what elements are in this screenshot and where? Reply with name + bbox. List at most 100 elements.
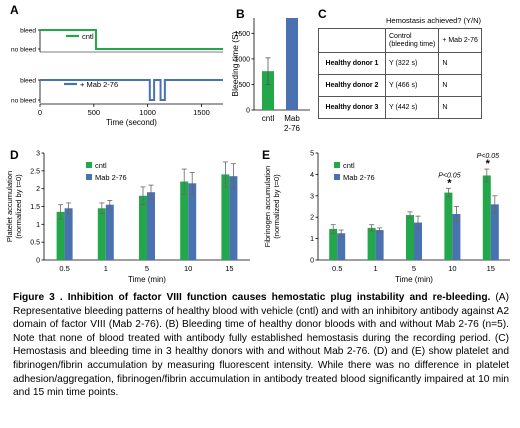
y-tick-label: 1.5: [30, 204, 40, 211]
legend-swatch: [334, 174, 340, 180]
x-tick-label: 500: [88, 108, 101, 117]
trace-line-cntl: [40, 29, 223, 50]
panel-letter-b: B: [236, 7, 245, 21]
panel-e-fibrinogen-chart: 0 1 2 3 4 5 Fibrinogen accumulation (normalized…: [263, 151, 510, 284]
table-cell-control: Y (442 s): [384, 96, 440, 119]
bar-mab: [337, 233, 346, 260]
legend-label: + Mab 2-76: [80, 80, 118, 89]
hemostasis-table-title: Hemostasis achieved? (Y/N): [386, 16, 482, 25]
y-tick-label: 500: [238, 82, 250, 89]
bar-cntl: [262, 71, 274, 110]
table-header-mab: + Mab 2-76: [438, 28, 482, 53]
level-label-bleed: bleed: [20, 28, 36, 35]
x-tick-label: 0: [38, 108, 42, 117]
bar-mab: [375, 230, 384, 260]
level-label-bleed: bleed: [20, 78, 36, 85]
bar-mab: [452, 213, 461, 260]
y-tick-label: 2: [36, 186, 40, 193]
panel-letter-c: C: [318, 7, 327, 21]
y-tick-label: 0: [246, 108, 250, 115]
y-axis-label: (normalized by t=0): [272, 174, 281, 239]
level-label-no-bleed: no bleed: [11, 47, 36, 54]
bar-cntl: [482, 175, 491, 260]
category-label: 2-76: [284, 124, 301, 133]
table-row: Healthy donor 2 Y (466 s) N: [318, 74, 482, 97]
table-cell-mab: N: [438, 74, 482, 97]
legend-swatch: [86, 174, 92, 180]
table-header-empty: [318, 28, 386, 53]
x-tick-label: 0.5: [332, 264, 342, 273]
bar-cntl: [367, 227, 376, 260]
panel-letter-a: A: [10, 3, 19, 17]
bar-cntl: [180, 181, 189, 260]
p-value-label: P<0.05: [477, 153, 499, 160]
y-tick-label: 2: [310, 215, 314, 222]
y-axis-label: (normalized by t=0): [14, 174, 23, 239]
table-header-row: Control (bleeding time) + Mab 2-76: [318, 28, 482, 53]
bar-mab: [188, 183, 197, 260]
y-tick-label: 1: [36, 222, 40, 229]
y-tick-label: 1000: [234, 56, 250, 63]
y-tick-label: 1: [310, 236, 314, 243]
bar-cntl: [139, 195, 147, 260]
legend-label: cntl: [95, 161, 107, 170]
y-axis-label: Fibrinogen accumulation: [263, 166, 272, 248]
legend-label: cntl: [343, 161, 355, 170]
y-tick-label: 2.5: [30, 168, 40, 175]
significance-star: *: [486, 158, 491, 170]
significance-star: *: [447, 177, 452, 189]
bar-mab: [64, 208, 73, 260]
y-tick-label: 1500: [234, 31, 250, 38]
level-label-no-bleed: no bleed: [11, 98, 36, 105]
table-row: Healthy donor 1 Y (322 s) N: [318, 52, 482, 75]
table-cell-donor: Healthy donor 1: [318, 52, 386, 75]
bar-mab: [414, 222, 422, 260]
panel-a-bleeding-traces: bleed no bleed cntl bleed no bleed + Mab 2-76…: [11, 28, 223, 127]
legend-label: Mab 2-76: [95, 173, 127, 182]
bar-mab: [286, 18, 298, 110]
bar-cntl: [329, 228, 338, 260]
x-tick-label: 5: [412, 264, 416, 273]
table-row: Healthy donor 3 Y (442 s) N: [318, 96, 482, 119]
y-axis-label: Bleeding time (S): [230, 31, 240, 96]
figure-caption: Figure 3 . Inhibition of factor VIII fun…: [13, 291, 509, 400]
bar-cntl: [56, 211, 65, 260]
y-tick-label: 3: [36, 151, 40, 158]
trace-line-mab: [40, 79, 223, 101]
category-label: Mab: [284, 114, 300, 123]
x-tick-label: 15: [487, 264, 495, 273]
p-value-label: P<0.05: [438, 172, 460, 179]
bar-mab: [147, 192, 155, 260]
x-tick-label: 5: [145, 264, 149, 273]
x-tick-label: 10: [448, 264, 456, 273]
panel-letter-d: D: [10, 148, 19, 162]
table-header-control-line2: (bleeding time): [389, 40, 436, 48]
category-label: cntl: [262, 114, 275, 123]
bar-mab: [490, 204, 499, 260]
legend-swatch: [334, 162, 340, 168]
table-cell-donor: Healthy donor 2: [318, 74, 386, 97]
panel-d-platelet-chart: 0 0.5 1 1.5 2 2.5 3 Platelet accumulation (norma…: [5, 151, 250, 284]
x-tick-label: 1000: [139, 108, 156, 117]
y-tick-label: 5: [310, 151, 314, 158]
bar-cntl: [406, 215, 414, 260]
y-tick-label: 3: [310, 193, 314, 200]
x-tick-label: 0.5: [59, 264, 69, 273]
x-axis-label: Time (min): [395, 275, 433, 284]
x-axis-label: Time (second): [106, 118, 157, 127]
legend-label: cntl: [82, 32, 94, 41]
x-tick-label: 1: [104, 264, 108, 273]
bar-mab: [105, 204, 114, 260]
caption-heading: Figure 3 . Inhibition of factor VIII fun…: [13, 292, 491, 303]
x-tick-label: 1500: [193, 108, 210, 117]
bar-cntl: [444, 192, 453, 260]
table-header-control-line1: Control: [389, 32, 412, 40]
y-tick-label: 0: [310, 258, 314, 265]
y-tick-label: 0.5: [30, 240, 40, 247]
table-header-control: Control (bleeding time): [384, 28, 440, 53]
y-axis-label: Platelet accumulation: [5, 171, 14, 242]
hemostasis-table: Control (bleeding time) + Mab 2-76 Healt…: [318, 28, 482, 119]
legend-swatch: [86, 162, 92, 168]
table-cell-donor: Healthy donor 3: [318, 96, 386, 119]
